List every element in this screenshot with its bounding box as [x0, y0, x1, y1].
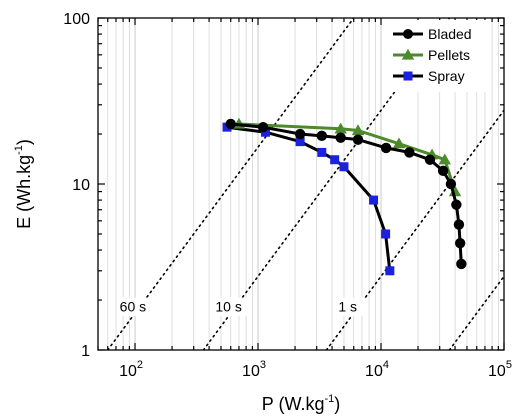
x-tick-label: 105: [488, 359, 512, 380]
y-tick-label: 1: [81, 343, 90, 360]
data-point-spray: [385, 266, 395, 276]
x-axis-title-sup: -1: [324, 393, 334, 405]
x-tick-label: 104: [365, 359, 389, 380]
annotation-label: 60 s: [120, 299, 146, 315]
data-point-bladed: [453, 219, 465, 230]
x-tick-label-exp: 3: [260, 359, 266, 371]
annotations: 60 s 10 s 1 s: [116, 297, 366, 316]
annotation-background: [116, 297, 155, 316]
data-point-spray: [295, 137, 305, 147]
legend-item-bladed: Bladed: [393, 26, 472, 42]
data-point-bladed: [225, 118, 236, 130]
data-point-bladed: [437, 165, 449, 177]
data-point-bladed: [456, 258, 467, 270]
data-point-spray: [369, 195, 379, 205]
x-tick-label-exp: 2: [137, 359, 143, 371]
y-tick-label: 100: [63, 11, 90, 28]
legend-item-spray: Spray: [393, 68, 465, 84]
x-tick-label: 102: [119, 359, 143, 380]
annotation-label: 1 s: [338, 299, 357, 315]
legend: Bladed Pellets Spray: [387, 20, 491, 92]
series-line-bladed: [230, 122, 463, 264]
data-point-spray: [317, 147, 327, 157]
data-point-bladed: [451, 199, 462, 210]
data-point-spray: [381, 229, 391, 239]
data-point-spray: [339, 162, 349, 172]
series-bladed: [225, 118, 467, 270]
y-axis-title: E (Wh.kg-1): [13, 139, 34, 229]
legend-marker-pellets: [401, 48, 415, 60]
data-point-bladed: [294, 128, 306, 140]
series-spray: [222, 122, 395, 276]
x-tick-label-base: 10: [488, 363, 506, 380]
annotation-label: 10 s: [215, 299, 241, 315]
data-point-bladed: [454, 237, 466, 249]
y-axis-title-tail: ): [14, 139, 34, 145]
grid-lines: [107, 18, 499, 350]
legend-label-pellets: Pellets: [428, 47, 470, 63]
data-point-pellets: [438, 153, 451, 165]
legend-marker-spray: [403, 71, 413, 81]
y-tick-label: 10: [72, 177, 90, 194]
series-line-spray: [226, 125, 392, 271]
x-tick-label-exp: 5: [506, 359, 512, 371]
data-point-bladed: [335, 132, 346, 143]
data-point-pellets: [334, 122, 347, 134]
legend-label-bladed: Bladed: [428, 26, 472, 42]
data-point-bladed: [257, 121, 269, 133]
x-tick-label-exp: 4: [383, 359, 389, 371]
legend-item-pellets: Pellets: [393, 47, 470, 63]
x-tick-label-base: 10: [119, 363, 137, 380]
data-point-pellets: [351, 124, 365, 136]
data-point-spray: [330, 155, 340, 165]
y-axis-title-sup: -1: [13, 145, 25, 155]
x-tick-label-base: 10: [242, 363, 260, 380]
data-point-bladed: [445, 178, 457, 190]
data-series: [222, 117, 467, 276]
x-tick-label: 103: [242, 359, 266, 380]
x-axis-title-base: P (W.kg: [262, 394, 325, 414]
data-point-bladed: [380, 142, 392, 154]
data-point-spray: [260, 127, 270, 137]
data-point-pellets: [392, 137, 406, 149]
data-point-bladed: [316, 130, 327, 142]
legend-label-spray: Spray: [428, 68, 465, 84]
y-axis-title-base: E (Wh.kg: [14, 155, 34, 229]
data-point-bladed: [352, 134, 364, 145]
x-axis-title-tail: ): [334, 394, 340, 414]
x-tick-label-base: 10: [365, 363, 383, 380]
data-point-bladed: [404, 147, 415, 158]
annotation-background: [335, 297, 366, 316]
legend-marker-bladed: [403, 29, 413, 39]
data-point-bladed: [424, 154, 436, 165]
x-axis-title: P (W.kg-1): [262, 393, 340, 414]
annotation-background: [212, 297, 251, 316]
